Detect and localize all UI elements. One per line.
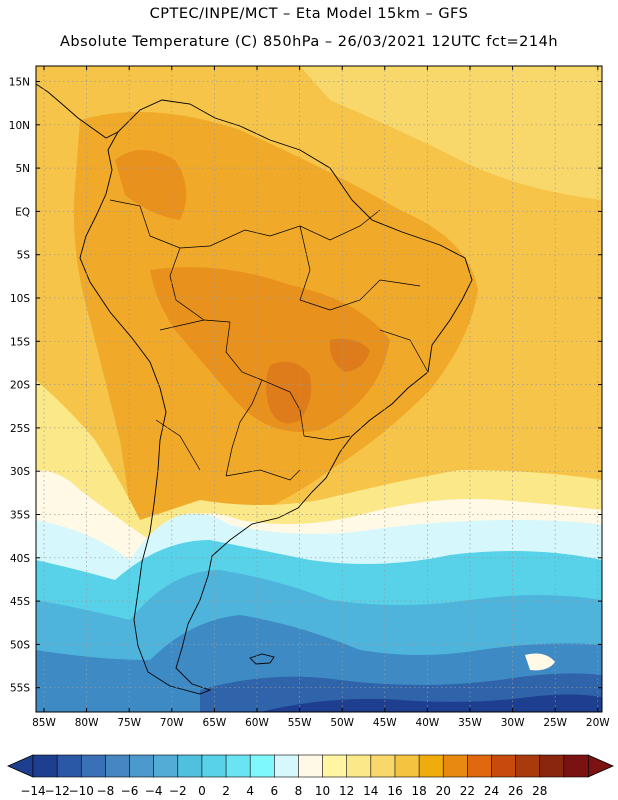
country-borders: [109, 199, 429, 481]
lat-label: 5S: [17, 250, 31, 262]
colorbar-swatch: [274, 754, 300, 778]
lon-label: 25W: [543, 717, 567, 729]
pale-band-north: [300, 66, 602, 200]
colorbar-label: 12: [339, 784, 354, 798]
hot-region-north: [115, 150, 187, 220]
colorbar-label: −6: [121, 784, 139, 798]
colorbar-label: 8: [295, 784, 303, 798]
colorbar-swatch: [418, 754, 444, 778]
lat-label: 35S: [10, 510, 30, 522]
falkland-islands: [249, 653, 275, 665]
lat-label: 25S: [10, 423, 30, 435]
colorbar-swatch: [491, 754, 517, 778]
lon-label: 85W: [32, 717, 56, 729]
colorbar-label: 16: [387, 784, 402, 798]
colorbar-label: 20: [436, 784, 451, 798]
colorbar-swatch: [32, 754, 58, 778]
lon-label: 80W: [75, 717, 99, 729]
lon-label: 45W: [373, 717, 397, 729]
lat-label: 45S: [10, 596, 30, 608]
lon-label: 40W: [416, 717, 440, 729]
map-frame: [35, 65, 603, 713]
lat-label: 15N: [9, 77, 30, 89]
colorbar-label: 2: [222, 784, 230, 798]
colorbar-swatch: [442, 754, 468, 778]
lon-label: 65W: [203, 717, 227, 729]
lat-label: 40S: [10, 553, 30, 565]
colorbar-label: 0: [198, 784, 206, 798]
colorbar-label: −4: [145, 784, 163, 798]
cream-patch-east: [525, 653, 555, 671]
colorbar-swatch: [370, 754, 396, 778]
title-line-2: Absolute Temperature (C) 850hPa – 26/03/…: [59, 34, 559, 50]
colorbar-swatch: [346, 754, 372, 778]
colorbar-swatch: [563, 754, 589, 778]
colorbar-label: 26: [508, 784, 523, 798]
colorbar-swatch: [249, 754, 275, 778]
lon-label: 35W: [458, 717, 482, 729]
lat-label: 15S: [10, 336, 30, 348]
colorbar-label: 14: [363, 784, 378, 798]
colorbar-label: −14: [20, 784, 45, 798]
colorbar-swatch: [225, 754, 251, 778]
south-america-coastline: [79, 99, 473, 695]
colorbar-swatch: [153, 754, 179, 778]
colorbar-swatch: [539, 754, 565, 778]
lat-label: 30S: [10, 466, 30, 478]
map-area: [36, 66, 602, 712]
colorbar-swatch: [177, 754, 203, 778]
colorbar-label: −10: [69, 784, 94, 798]
lon-label: 75W: [117, 717, 141, 729]
latitude-labels: 15N 10N 5N EQ 5S 10S 15S 20S 25S 30S 35S 40S 45S 50S 5…: [9, 77, 602, 695]
colorbar-label: −8: [97, 784, 115, 798]
colorbar-label: −2: [169, 784, 187, 798]
colorbar-label: 18: [411, 784, 426, 798]
colorbar-over-triangle: [587, 754, 614, 778]
lon-label: 55W: [288, 717, 312, 729]
colorbar-label: −12: [44, 784, 69, 798]
lat-label: EQ: [15, 206, 30, 218]
lat-label: 50S: [10, 639, 30, 651]
colorbar-label: 6: [270, 784, 278, 798]
lon-label: 70W: [160, 717, 184, 729]
colorbar-under-triangle: [7, 754, 34, 778]
title-line-1: CPTEC/INPE/MCT – Eta Model 15km – GFS: [149, 6, 469, 22]
hot-region-brazil: [150, 267, 390, 432]
lon-label: 20W: [586, 717, 610, 729]
longitude-labels: 85W 80W 75W 70W 65W 60W 55W 50W 45W 40W 35W 30W 25W 2…: [32, 66, 610, 729]
colorbar-swatch: [80, 754, 106, 778]
lat-label: 10S: [10, 293, 30, 305]
colorbar-swatch: [467, 754, 493, 778]
colorbar-swatch: [515, 754, 541, 778]
lon-label: 50W: [330, 717, 354, 729]
lon-label: 30W: [501, 717, 525, 729]
colorbar-swatch: [129, 754, 155, 778]
lat-label: 55S: [10, 683, 30, 695]
colorbar-swatch: [201, 754, 227, 778]
colorbar-labels: −14−12−10 −8 −6 −4 −2 0 2 4 6 8 10 12 14 16 18 20 22 24 26…: [20, 784, 547, 798]
colorbar-swatch: [322, 754, 348, 778]
central-america-coastline: [36, 83, 119, 139]
colorbar: [7, 754, 614, 778]
colorbar-swatch: [56, 754, 82, 778]
colorbar-swatch: [394, 754, 420, 778]
colorbar-label: 28: [532, 784, 547, 798]
colorbar-label: 10: [315, 784, 330, 798]
lat-label: 5N: [15, 163, 30, 175]
very-hot-spot-east: [329, 338, 370, 372]
colorbar-label: 24: [484, 784, 499, 798]
colorbar-swatch: [298, 754, 324, 778]
colorbar-swatch: [105, 754, 131, 778]
lon-label: 60W: [245, 717, 269, 729]
lat-label: 10N: [9, 120, 30, 132]
colorbar-label: 4: [246, 784, 254, 798]
navy-band-south: [260, 694, 602, 712]
lat-label: 20S: [10, 380, 30, 392]
colorbar-label: 22: [460, 784, 475, 798]
